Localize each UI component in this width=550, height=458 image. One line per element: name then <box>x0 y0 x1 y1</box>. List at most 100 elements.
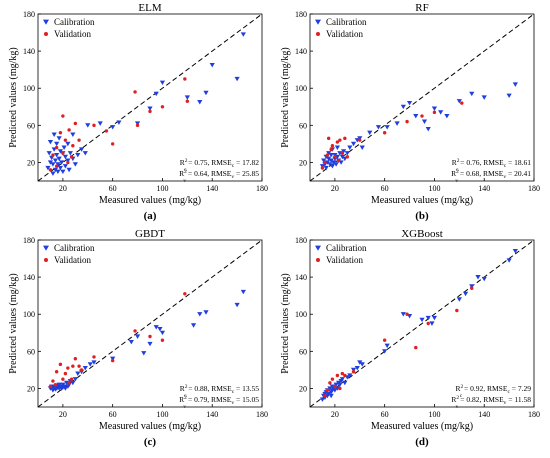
calibration-point <box>54 141 60 147</box>
calibration-point <box>328 393 334 399</box>
calibration-point <box>62 164 68 169</box>
calibration-point <box>82 365 88 371</box>
calibration-point <box>70 380 76 386</box>
calibration-point <box>406 100 413 106</box>
calibration-point <box>65 158 71 163</box>
validation-point <box>148 334 152 339</box>
validation-point <box>185 99 190 103</box>
validation-point <box>432 110 437 115</box>
calibration-point <box>359 145 365 150</box>
stats-fragment: v <box>231 174 234 180</box>
x-tick-label: 180 <box>528 410 540 419</box>
x-tick-label: 60 <box>381 184 389 193</box>
legend-calibration-label: Calibration <box>54 243 95 253</box>
validation-point <box>69 155 74 159</box>
validation-point <box>343 136 347 141</box>
stats-fragment: c <box>504 163 507 169</box>
calibration-point <box>134 121 141 126</box>
calibration-point <box>56 156 62 162</box>
validation-point <box>325 153 330 157</box>
y-tick-label: 140 <box>295 47 307 56</box>
stats-line: R2 c = 0.76, RMSEc = 18.61 <box>452 158 532 173</box>
x-tick-label: 60 <box>381 410 389 419</box>
calibration-point <box>159 330 166 336</box>
calibration-point <box>75 371 81 376</box>
calibration-point <box>326 391 332 397</box>
x-tick-label: 20 <box>59 184 67 193</box>
calibration-point <box>197 100 203 105</box>
calibration-point <box>209 62 215 68</box>
validation-point <box>58 131 63 135</box>
stats-fragment: v <box>183 178 186 184</box>
calibration-point <box>141 351 147 356</box>
stats-line: R2 c = 0.92, RMSEc = 7.29 <box>455 384 531 399</box>
legend-validation-marker <box>316 258 320 262</box>
calibration-point <box>425 315 431 321</box>
calibration-point <box>157 326 163 332</box>
calibration-point <box>328 152 334 158</box>
stats-fragment: R <box>180 158 185 167</box>
stats-fragment: = 0.82, RMSE <box>458 395 504 404</box>
calibration-point <box>159 80 166 85</box>
calibration-point <box>72 377 78 382</box>
validation-point <box>110 358 115 363</box>
y-tick-label: 100 <box>295 84 307 93</box>
stats-fragment: v <box>183 404 186 410</box>
stats-fragment: v <box>231 400 234 406</box>
calibration-point <box>134 334 141 339</box>
stats-fragment: = 0.79, RMSE <box>186 395 232 404</box>
y-tick-label: 180 <box>295 236 307 245</box>
panel-label: (b) <box>415 210 429 222</box>
validation-point <box>426 321 430 326</box>
validation-point <box>325 388 330 392</box>
validation-point <box>77 364 81 368</box>
validation-point <box>61 114 65 118</box>
stats-fragment: R <box>180 384 185 393</box>
calibration-point <box>66 167 72 173</box>
calibration-point <box>339 377 345 382</box>
y-axis-label: Predicted values (mg/kg) <box>8 47 19 148</box>
stats-fragment: R <box>451 169 456 178</box>
validation-point <box>405 312 409 316</box>
validation-point <box>320 166 325 170</box>
validation-point <box>160 338 165 342</box>
calibration-point <box>481 276 487 282</box>
calibration-point <box>57 165 63 171</box>
calibration-point <box>469 284 475 289</box>
stats-fragment: = 11.58 <box>506 395 531 404</box>
y-tick-label: 140 <box>295 273 307 282</box>
calibration-point <box>394 121 400 126</box>
calibration-point <box>55 162 61 167</box>
legend-validation-marker <box>316 32 320 36</box>
validation-point <box>58 362 63 367</box>
stats-fragment: 2 <box>184 395 187 401</box>
calibration-point <box>49 155 55 161</box>
calibration-point <box>425 126 431 132</box>
calibration-point <box>326 156 332 162</box>
calibration-point <box>332 388 338 393</box>
chart-title: XGBoost <box>401 228 443 240</box>
calibration-point <box>506 258 512 263</box>
calibration-point <box>319 397 326 402</box>
x-tick-label: 140 <box>206 410 218 419</box>
validation-point <box>405 119 409 124</box>
stats-fragment: = 0.64, RMSE <box>186 169 232 178</box>
calibration-point <box>55 169 61 175</box>
calibration-point <box>51 132 57 137</box>
stats-line: R2 v = 0.68, RMSEv = 20.41 <box>451 169 531 184</box>
calibration-point <box>327 162 333 167</box>
calibration-point <box>332 152 338 158</box>
plot-frame <box>309 239 535 408</box>
calibration-point <box>400 312 406 317</box>
calibration-point <box>331 160 337 165</box>
y-tick-label: 140 <box>23 47 35 56</box>
calibration-point <box>359 362 365 367</box>
legend-calibration-label: Calibration <box>326 243 367 253</box>
calibration-point <box>234 302 240 308</box>
validation-point <box>326 136 331 141</box>
legend-calibration-marker <box>315 245 321 251</box>
calibration-point <box>375 125 382 130</box>
calibration-point <box>56 136 62 141</box>
stats-fragment: 2 <box>185 384 188 390</box>
